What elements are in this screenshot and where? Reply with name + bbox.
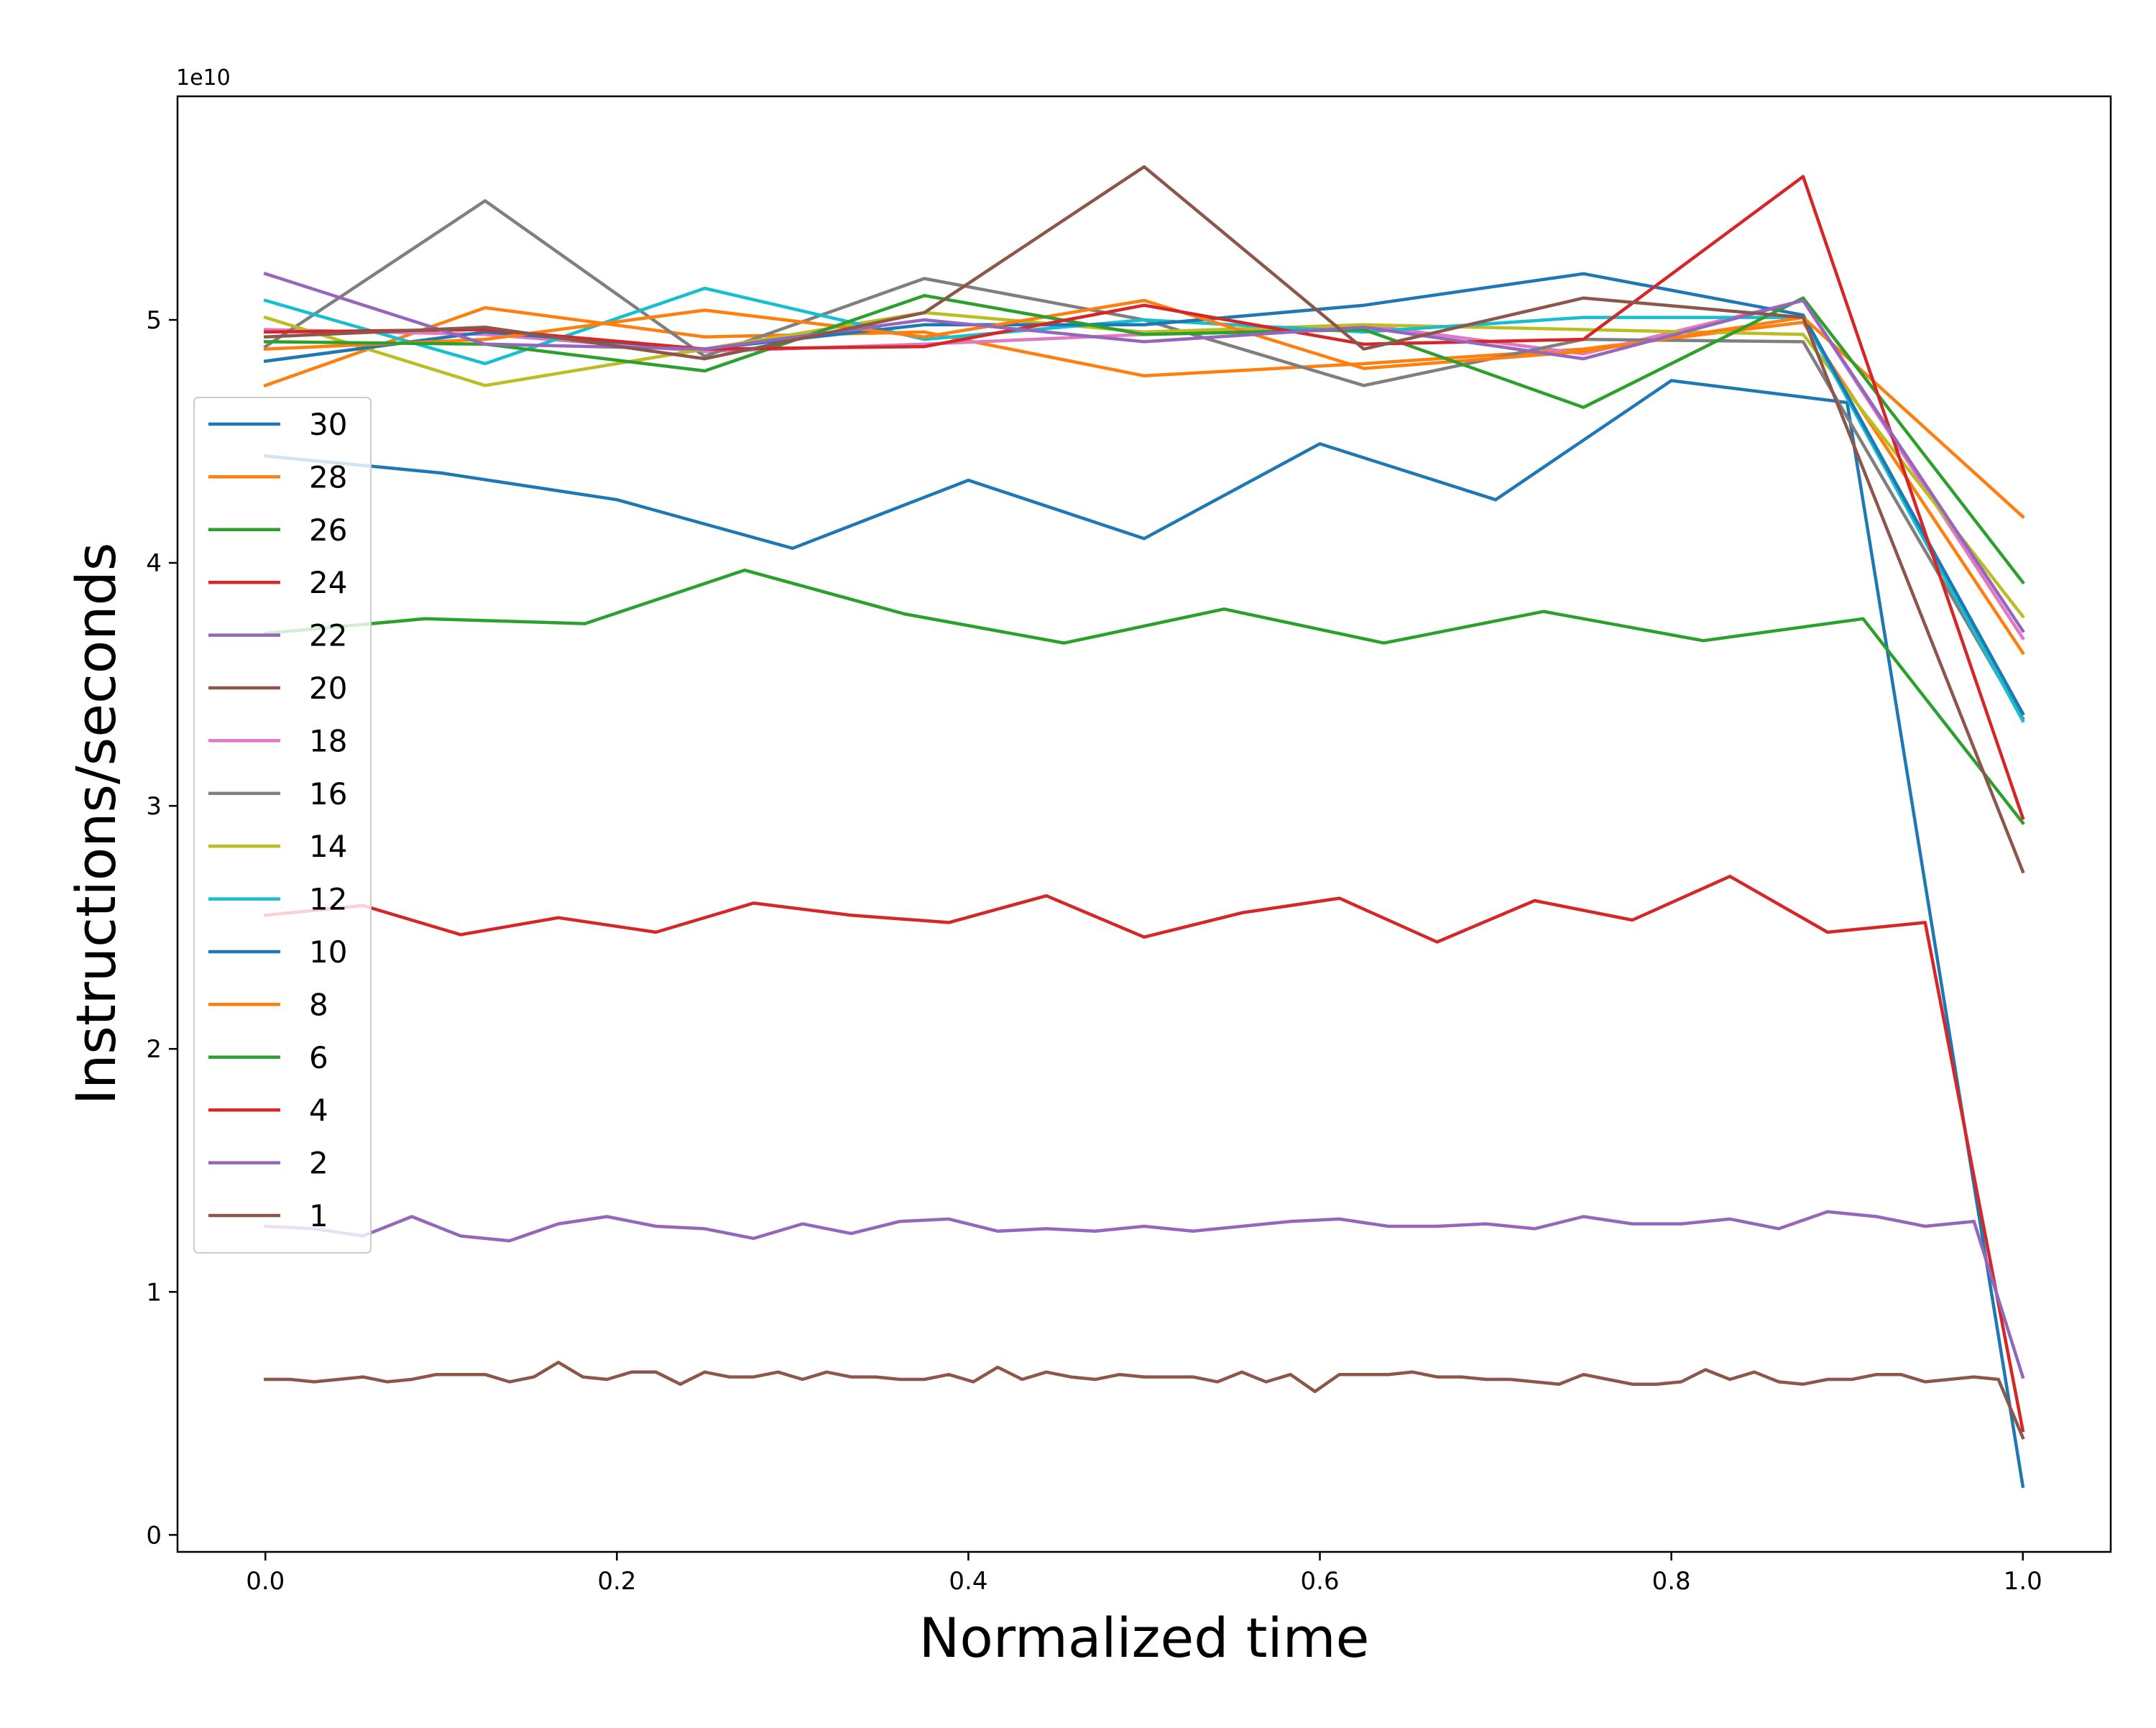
x-tick-label: 0.4: [949, 1567, 987, 1596]
x-tick-label: 0.8: [1652, 1567, 1691, 1596]
legend-label-8: 8: [309, 987, 328, 1022]
legend-label-20: 20: [309, 671, 347, 706]
series-line-20: [264, 1361, 2025, 1440]
x-tick-label: 1.0: [2004, 1567, 2042, 1596]
series-line-26: [263, 568, 2025, 825]
legend-label-14: 14: [309, 829, 347, 864]
series-line-22: [263, 1210, 2025, 1379]
legend-label-4: 4: [309, 1093, 328, 1128]
x-axis-label: Normalized time: [919, 1606, 1370, 1670]
legend-label-26: 26: [309, 513, 347, 548]
legend-label-22: 22: [309, 618, 347, 653]
legend-label-28: 28: [309, 459, 347, 495]
legend-label-18: 18: [309, 723, 347, 758]
legend-label-1: 1: [309, 1198, 328, 1233]
legend-label-12: 12: [309, 882, 347, 917]
y-scale-label: 1e10: [176, 65, 231, 91]
axes-frame: [176, 95, 2112, 1553]
legend-frame: [193, 397, 372, 1254]
y-axis-label: Instructions/seconds: [64, 543, 128, 1106]
x-tick-label: 0.6: [1301, 1567, 1340, 1596]
y-tick-label: 2: [146, 1035, 162, 1064]
y-tick-label: 3: [146, 792, 162, 821]
y-tick-label: 4: [146, 549, 162, 578]
legend-label-6: 6: [309, 1040, 328, 1075]
series-line-24: [263, 874, 2025, 1433]
legend-label-10: 10: [309, 934, 347, 970]
x-tick-label: 0.0: [246, 1567, 285, 1596]
legend-label-16: 16: [309, 776, 347, 812]
series-line-8: [263, 298, 2025, 519]
legend-label-30: 30: [309, 407, 347, 442]
y-tick-label: 1: [146, 1278, 162, 1307]
series-line-1: [263, 165, 2025, 874]
series-line-4: [264, 175, 2025, 820]
series-line-6: [264, 293, 2025, 585]
y-tick-label: 0: [146, 1521, 162, 1550]
x-tick-label: 0.2: [597, 1567, 636, 1596]
series-line-2: [263, 271, 2025, 633]
legend-label-24: 24: [309, 565, 347, 600]
y-tick-label: 5: [146, 306, 162, 335]
legend-label-2: 2: [309, 1146, 328, 1181]
legend: 30 28 26 24 22 20 18 16 14 12 10 8 6 4 2 1: [193, 397, 372, 1254]
series-lines: [263, 165, 2025, 1489]
series-line-30: [263, 379, 2025, 1489]
